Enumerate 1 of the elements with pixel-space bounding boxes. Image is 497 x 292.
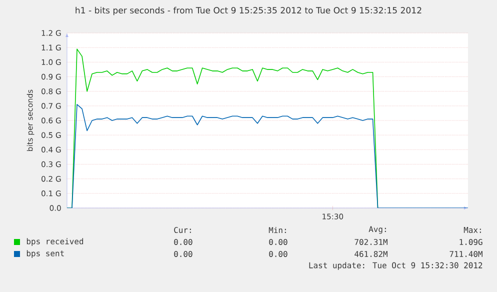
chart-title: h1 - bits per seconds - from Tue Oct 9 15:25:35 2012 to Tue Oct 9 15:32:15 2012 [76, 6, 422, 16]
